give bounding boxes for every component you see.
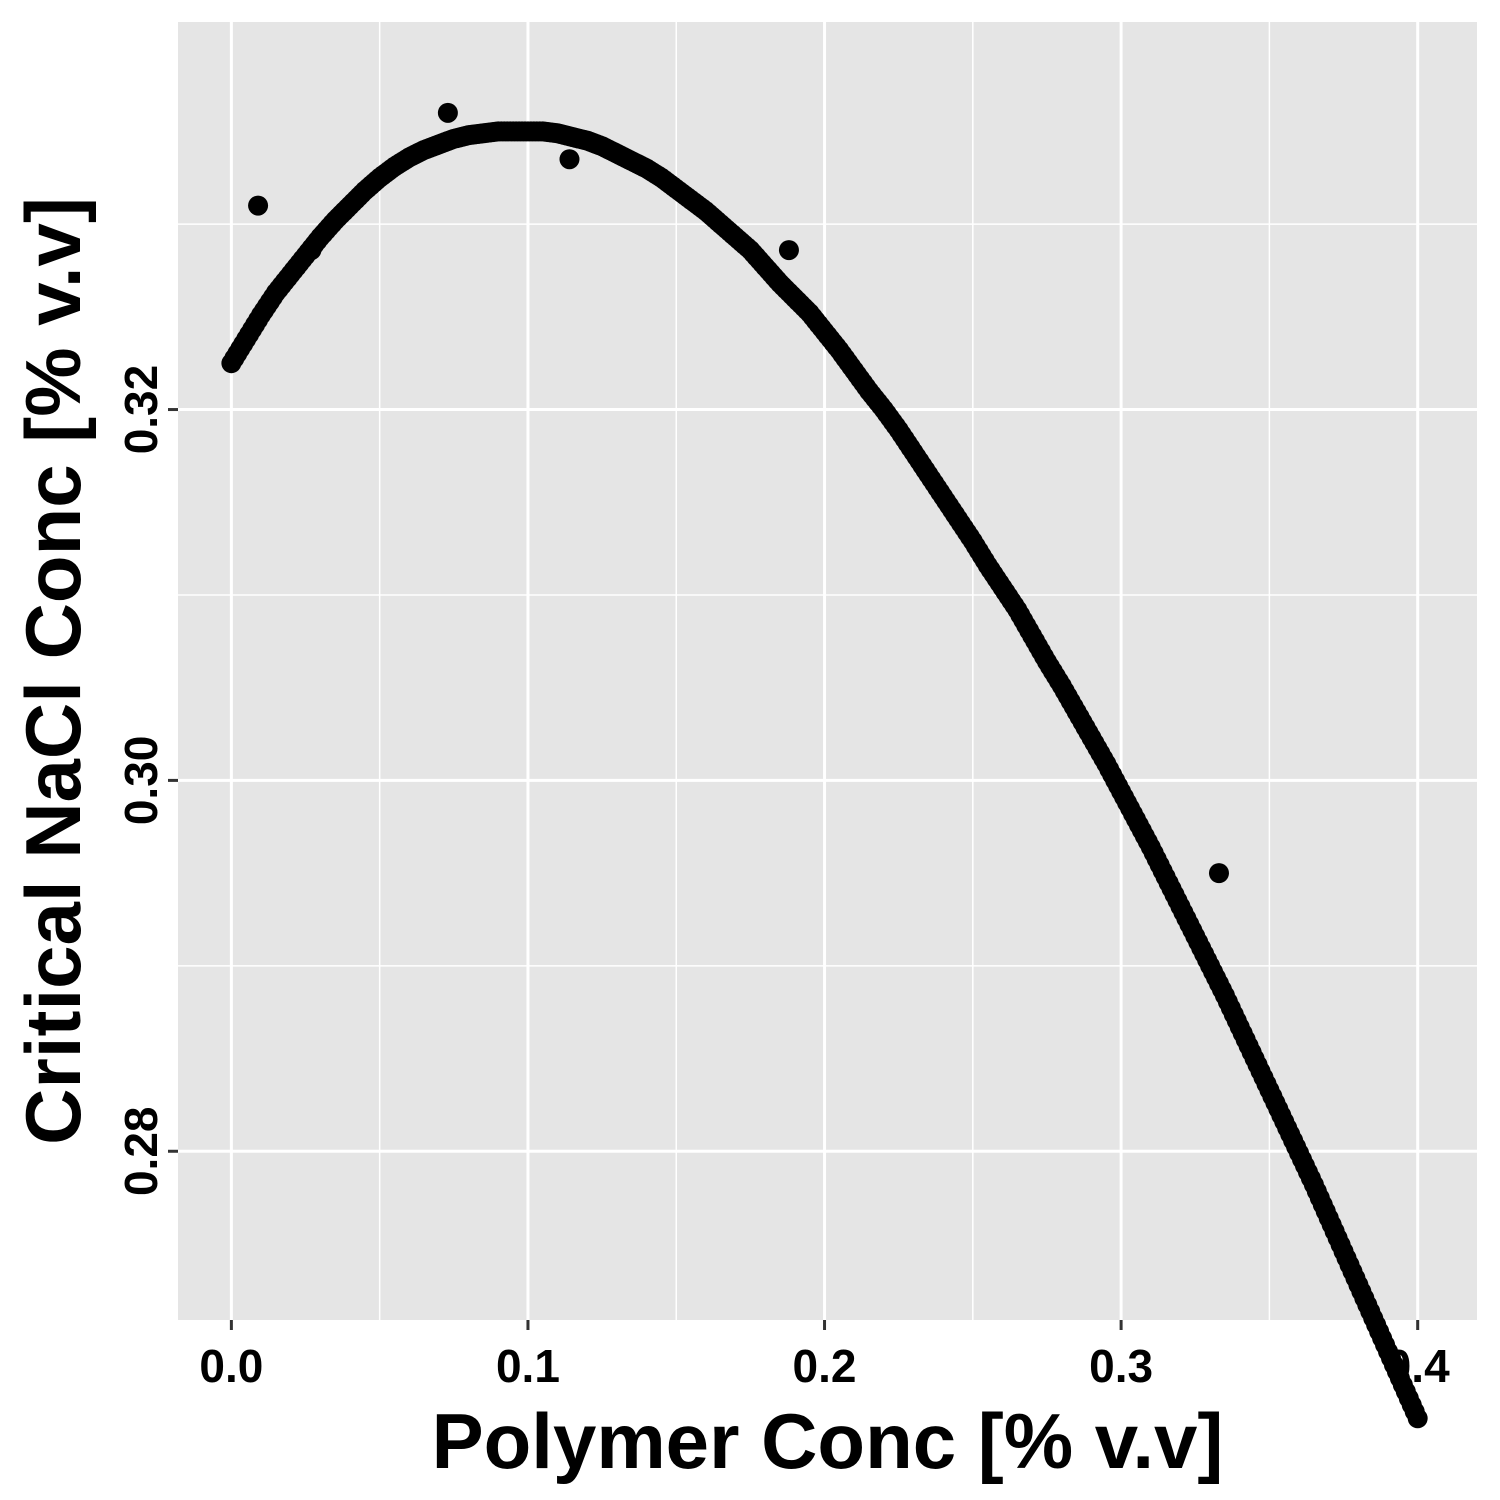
plot-panel bbox=[178, 22, 1477, 1320]
outlier-point bbox=[559, 149, 580, 170]
outlier-point bbox=[437, 102, 458, 123]
minor-gridlines bbox=[178, 22, 1477, 1338]
x-axis-title: Polymer Conc [% v.v] bbox=[432, 1397, 1224, 1485]
major-gridlines bbox=[178, 22, 1477, 1320]
x-tick-label: 0.1 bbox=[496, 1340, 560, 1392]
x-axis: 0.0 0.1 0.2 0.3 0.4 bbox=[199, 1320, 1450, 1392]
outlier-point bbox=[248, 195, 269, 216]
data-point bbox=[1407, 1408, 1428, 1429]
data-points bbox=[221, 102, 1428, 1429]
y-tick-label: 0.28 bbox=[115, 1106, 167, 1196]
x-tick-label: 0.0 bbox=[199, 1340, 263, 1392]
x-tick-label: 0.2 bbox=[793, 1340, 857, 1392]
y-axis: 0.28 0.30 0.32 bbox=[115, 365, 178, 1196]
outlier-point bbox=[301, 240, 322, 261]
x-tick-label: 0.3 bbox=[1089, 1340, 1153, 1392]
outlier-point bbox=[778, 240, 799, 261]
y-tick-label: 0.32 bbox=[115, 365, 167, 455]
x-tick-label: 0.4 bbox=[1386, 1340, 1450, 1392]
y-tick-label: 0.30 bbox=[115, 736, 167, 826]
outlier-point bbox=[1208, 863, 1229, 884]
y-axis-title: Critical NaCl Conc [% v.v] bbox=[9, 197, 97, 1145]
